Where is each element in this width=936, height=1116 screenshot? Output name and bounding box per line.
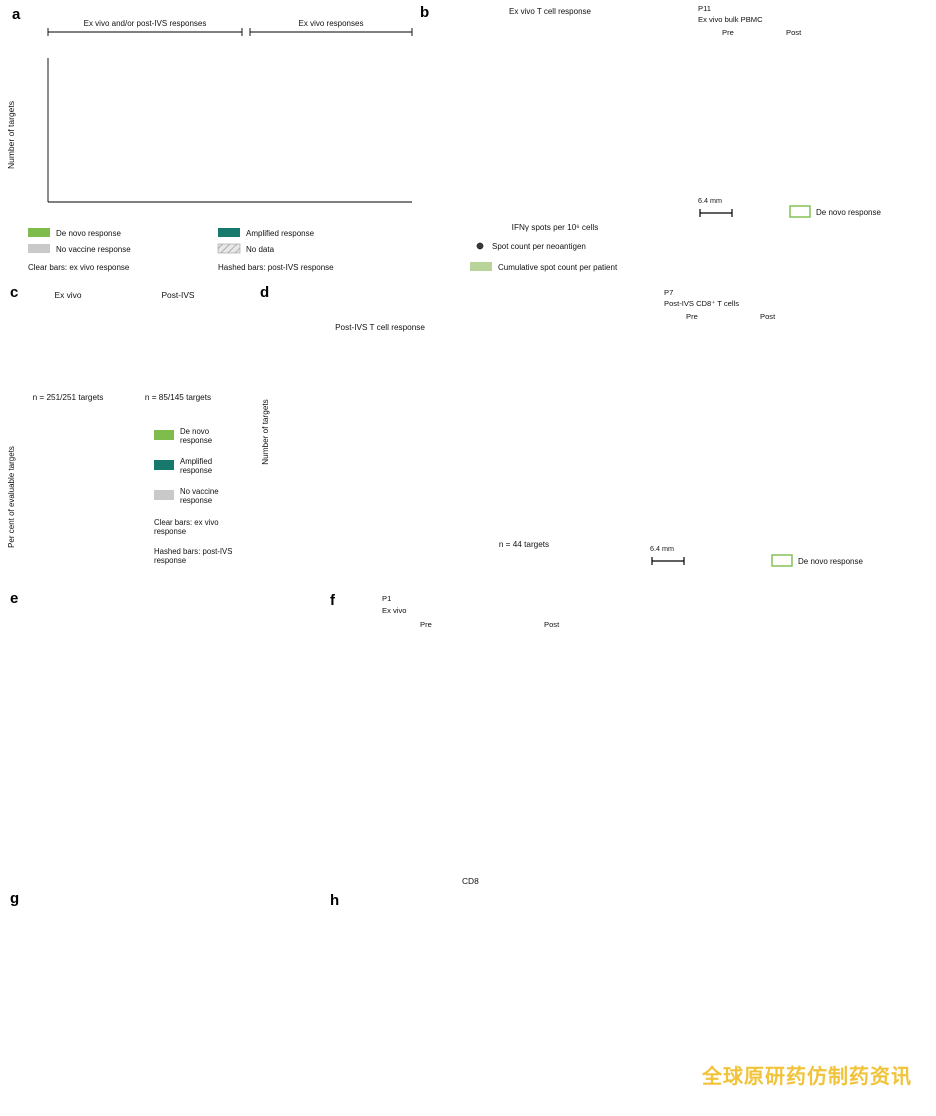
- panel-c-pie2-title: Post-IVS: [161, 290, 194, 300]
- legend-swatch-cumulative: [470, 262, 492, 271]
- panel-a-legend: De novo response Amplified response No v…: [28, 228, 334, 272]
- elispot-d-col-pre: Pre: [686, 312, 698, 321]
- panel-a: a Ex vivo and/or post-IVS responses Ex v…: [0, 0, 420, 280]
- panel-b-elispot: P11 Ex vivo bulk PBMC Pre Post 6.4 mm De…: [694, 0, 936, 250]
- elispot-b-scale-bar: [699, 209, 733, 217]
- panel-f-letter: f: [330, 592, 335, 609]
- panel-b-legend-dot: Spot count per neoantigen: [492, 242, 586, 251]
- legend-label-no-vaccine: No vaccine response: [56, 245, 131, 254]
- elispot-d-patient: P7: [664, 288, 674, 297]
- legend-swatch-amplified: [218, 228, 240, 237]
- panel-c-pie1-title: Ex vivo: [55, 290, 82, 300]
- panel-d-title: Post-IVS T cell response: [335, 323, 425, 332]
- panel-b-chart: Ex vivo T cell response IFNγ spots per 1…: [470, 7, 618, 272]
- legend-label-no-data: No data: [246, 245, 275, 254]
- panel-a-ylabel: Number of targets: [6, 101, 16, 169]
- panel-c-legend-de-novo-1: De novo: [180, 427, 210, 436]
- panel-h-letter: h: [330, 892, 340, 909]
- legend-swatch-de-novo: [28, 228, 50, 237]
- panel-f: f P1 Ex vivo Pre Post: [322, 582, 936, 882]
- panel-a-note-right: Hashed bars: post-IVS response: [218, 263, 334, 272]
- elispot-b-patient: P11: [698, 4, 711, 13]
- panel-c-letter: c: [10, 284, 19, 301]
- panel-b: b Ex vivo T cell response IFNγ spots per…: [420, 0, 690, 280]
- elispot-b-denovo-label: De novo response: [816, 208, 881, 217]
- panel-d-chart: Post-IVS T cell response Number of targe…: [261, 323, 549, 549]
- panel-c-legend-swatch-de-novo: [154, 430, 174, 440]
- legend-dot-icon: [476, 242, 484, 250]
- panel-a-bracket-left-label: Ex vivo and/or post-IVS responses: [84, 19, 207, 28]
- panel-a-chart: Ex vivo and/or post-IVS responses Ex viv…: [6, 19, 413, 203]
- panel-g: g: [0, 882, 320, 1116]
- panel-a-note-left: Clear bars: ex vivo response: [28, 263, 130, 272]
- elispot-b-scale-label: 6.4 mm: [698, 196, 722, 205]
- elispot-b-denovo-legend: De novo response: [789, 205, 881, 218]
- panel-b-legend-bar: Cumulative spot count per patient: [498, 263, 618, 272]
- legend-label-de-novo: De novo response: [56, 229, 121, 238]
- panel-c-legend-no-vaccine-2: response: [180, 496, 212, 505]
- elispot-d-col-post: Post: [760, 312, 776, 321]
- legend-swatch-no-data: [217, 243, 241, 254]
- panel-b-title: Ex vivo T cell response: [509, 7, 592, 16]
- elispot-b-col-pre: Pre: [722, 28, 734, 37]
- legend-label-amplified: Amplified response: [246, 229, 315, 238]
- panel-c-legend-de-novo-2: response: [180, 436, 212, 445]
- elispot-b-subtitle: Ex vivo bulk PBMC: [698, 15, 763, 24]
- panel-c-legend-no-vaccine-1: No vaccine: [180, 487, 219, 496]
- panel-b-xlabel: IFNγ spots per 10⁶ cells: [512, 223, 599, 232]
- panel-c-legend-swatch-no-vaccine: [154, 490, 174, 500]
- panel-a-bracket-right-label: Ex vivo responses: [299, 19, 364, 28]
- panel-c-note-right-1: Hashed bars: post-IVS: [154, 547, 232, 556]
- panel-d-ylabel: Number of targets: [261, 399, 270, 465]
- panel-g-letter: g: [10, 890, 20, 907]
- elispot-b-plate: [694, 38, 936, 253]
- panel-d: d Post-IVS T cell response Number of tar…: [252, 282, 652, 582]
- panel-c-bar-ylabel: Per cent of evaluable targets: [7, 446, 16, 548]
- panel-c-legend-swatch-amplified: [154, 460, 174, 470]
- panel-f-flow-plots: [322, 626, 622, 886]
- elispot-d-scale-label: 6.4 mm: [650, 544, 674, 553]
- elispot-d-denovo-label: De novo response: [798, 557, 863, 566]
- elispot-d-subtitle: Post-IVS CD8⁺ T cells: [664, 299, 740, 308]
- panel-c: c Ex vivo Post-IVS n = 251/251 targets n…: [0, 282, 250, 582]
- panel-e: e: [0, 582, 320, 882]
- panel-d-elispot: P7 Post-IVS CD8⁺ T cells Pre Post 6.4 mm…: [650, 282, 936, 582]
- panel-f-col-pre: Pre: [420, 620, 432, 629]
- panel-f-line-charts: [610, 582, 924, 882]
- panel-c-legend-amplified-2: response: [180, 466, 212, 475]
- panel-g-chart: [0, 882, 320, 1116]
- panel-c-note-right-2: response: [154, 556, 186, 565]
- panel-e-chart: [0, 582, 320, 882]
- panel-e-letter: e: [10, 590, 19, 607]
- panel-b-letter: b: [420, 4, 430, 21]
- panel-a-letter: a: [12, 6, 21, 23]
- panel-c-note-left-2: response: [154, 527, 186, 536]
- panel-f-patient: P1: [382, 594, 392, 603]
- panel-c-note-left-1: Clear bars: ex vivo: [154, 518, 219, 527]
- panel-c-legend-amplified-1: Amplified: [180, 457, 212, 466]
- panel-f-col-post: Post: [544, 620, 560, 629]
- elispot-d-denovo-legend: De novo response: [771, 554, 863, 567]
- legend-swatch-no-vaccine: [28, 244, 50, 253]
- elispot-d-plate: [650, 322, 936, 552]
- watermark: 全球原研药仿制药资讯: [702, 1064, 912, 1088]
- elispot-b-col-post: Post: [786, 28, 802, 37]
- panel-d-pie-n: n = 44 targets: [499, 540, 549, 549]
- elispot-d-scale-bar: [651, 557, 685, 565]
- panel-h: h CD8 全球原研药仿制药资讯: [322, 876, 936, 1116]
- panel-c-pie1-n: n = 251/251 targets: [33, 393, 104, 402]
- panel-h-group-title: CD8: [462, 876, 479, 886]
- panel-d-letter: d: [260, 284, 270, 301]
- panel-c-charts: Ex vivo Post-IVS n = 251/251 targets n =…: [7, 290, 232, 565]
- panel-f-condition: Ex vivo: [382, 606, 407, 615]
- panel-c-pie2-n: n = 85/145 targets: [145, 393, 211, 402]
